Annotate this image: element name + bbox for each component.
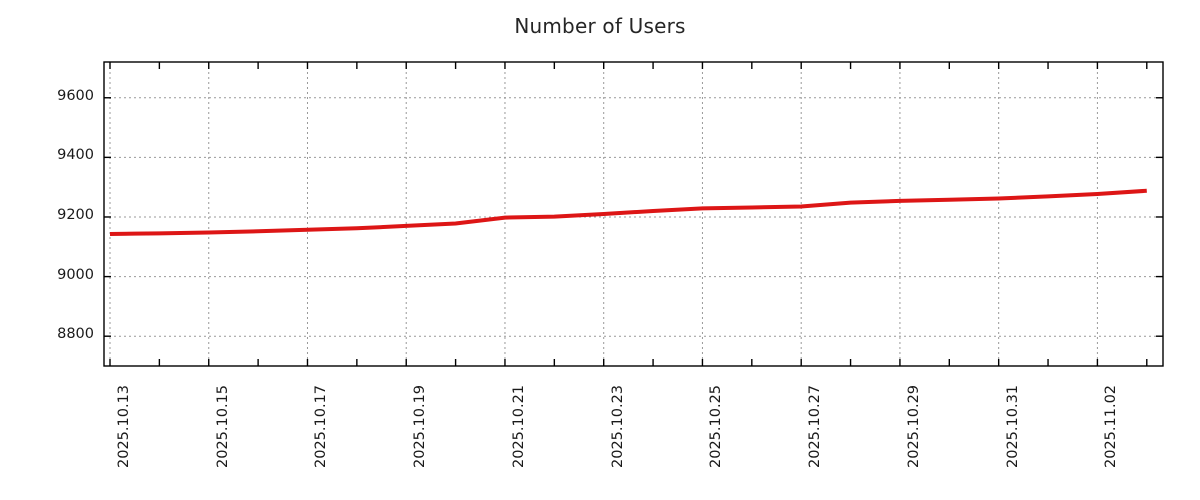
x-axis-tick-label: 2025.10.13 — [116, 384, 132, 468]
y-axis-tick-label: 9600 — [57, 87, 94, 104]
y-axis-tick-label: 9200 — [57, 206, 94, 223]
x-axis-tick-label: 2025.10.21 — [510, 384, 527, 468]
x-axis-tick-label: 2025.10.15 — [214, 384, 231, 468]
y-axis-tick-label: 8800 — [57, 326, 94, 343]
x-axis-tick-label: 2025.10.31 — [1004, 384, 1021, 468]
horizontal-gridlines — [104, 97, 1163, 337]
x-axis-tick-label: 2025.10.29 — [905, 384, 922, 468]
x-axis-tick-label: 2025.10.23 — [609, 384, 626, 468]
x-axis-tick-label: 2025.11.02 — [1103, 384, 1120, 468]
x-axis-tick-label: 2025.10.27 — [807, 384, 824, 468]
chart-title: Number of Users — [514, 14, 686, 38]
y-axis-tick-label: 9400 — [57, 147, 94, 164]
y-axis-ticks — [104, 97, 1163, 337]
x-axis-tick-label: 2025.10.25 — [708, 384, 725, 468]
data-series-line — [109, 188, 1147, 236]
x-axis-tick-label: 2025.10.19 — [412, 384, 429, 468]
x-axis-ticks — [109, 62, 1148, 366]
y-axis-tick-label: 9000 — [57, 266, 94, 283]
plot-border — [103, 61, 1164, 367]
x-axis-tick-label: 2025.10.17 — [313, 384, 330, 468]
